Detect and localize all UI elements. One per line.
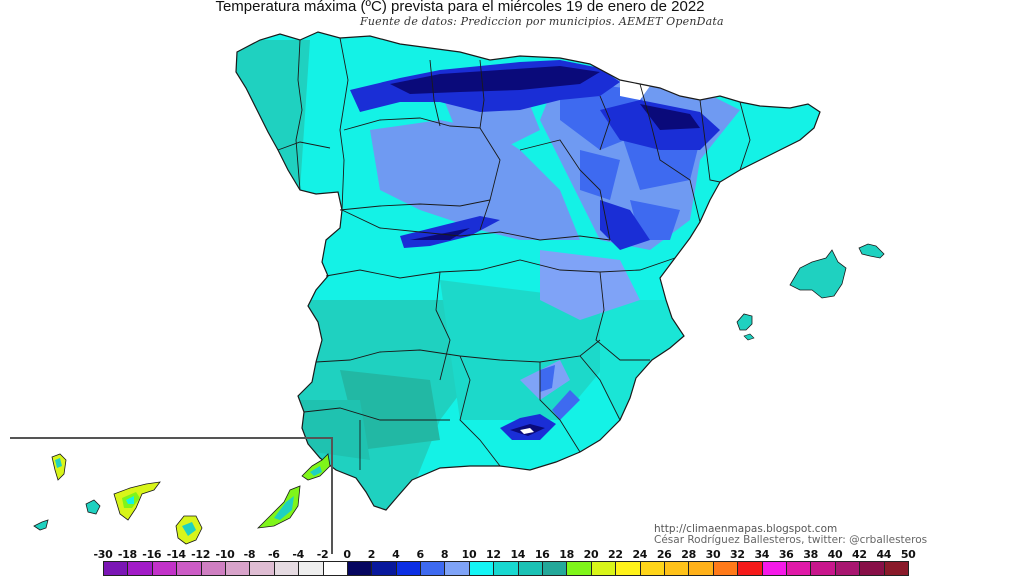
legend-label: -8 [243,548,256,561]
legend-swatch [250,562,275,575]
legend-swatch [567,562,592,575]
legend-swatch [445,562,470,575]
legend-label: 22 [608,548,623,561]
legend-label: 6 [416,548,425,561]
legend-swatch [664,562,690,575]
legend-swatch [201,562,226,575]
legend-swatch [104,562,129,575]
legend-label: 2 [367,548,376,561]
title-text: Temperatura máxima (ºC) prevista para el… [215,0,705,15]
mallorca [789,249,847,299]
blog-url[interactable]: http://climaenmapas.blogspot.com [654,523,838,535]
legend-swatch [689,562,714,575]
legend-swatch [396,562,422,575]
legend-label: 38 [803,548,818,561]
legend-label: -30 [93,548,113,561]
legend-label: -12 [191,548,211,561]
peninsula-coastline [235,31,821,511]
la-gomera [85,499,101,515]
legend-swatch [738,562,763,575]
legend-swatch [421,562,446,575]
legend-swatch [543,562,568,575]
legend-swatch [323,562,348,575]
legend-label: 16 [534,548,550,561]
el-hierro [33,519,49,531]
page-title: Temperatura máxima (ºC) prevista para el… [0,0,920,15]
legend-label: -4 [292,548,304,561]
legend-swatch [347,562,373,575]
legend-swatch [152,562,178,575]
ibiza [736,313,753,331]
legend-label: 8 [440,548,449,561]
legend-label: 40 [827,548,843,561]
legend-swatch [518,562,544,575]
legend-swatch [128,562,153,575]
legend-swatch [811,562,836,575]
author-credit: César Rodríguez Ballesteros, twitter: @c… [654,534,928,546]
legend-label: 20 [583,548,599,561]
legend-swatch [469,562,495,575]
legend-label: 4 [392,548,400,561]
legend-label: -6 [267,548,280,561]
legend-swatch [177,562,202,575]
legend-label: 10 [461,548,477,561]
province-borders [277,37,751,470]
temperature-legend: -30 -18 -16 -14 -12 -10 -8 -6 -4 -2 0 2 4 6 8 10 12 14 16 1… [94,548,916,576]
balearic-islands [736,243,885,341]
legend-label: 32 [730,548,745,561]
legend-swatch [225,562,251,575]
legend-swatch [835,562,861,575]
legend-label: -18 [117,548,137,561]
legend-label: 44 [876,548,892,561]
legend-swatch [762,562,787,575]
menorca [858,243,885,259]
legend-color-scale [103,561,909,576]
legend-swatch [299,562,324,575]
legend-label: 34 [754,548,770,561]
data-source-subtitle: Fuente de datos: Prediccion por municipi… [360,15,724,28]
legend-label: 24 [632,548,648,561]
legend-label: 12 [486,548,501,561]
legend-swatch [372,562,397,575]
legend-swatch [786,562,812,575]
legend-label: 50 [900,548,916,561]
legend-swatch [274,562,300,575]
legend-label: 14 [510,548,526,561]
legend-label: 26 [656,548,672,561]
legend-label: 42 [852,548,867,561]
legend-label: 36 [778,548,794,561]
legend-label: 30 [705,548,721,561]
legend-swatch [640,562,665,575]
legend-label: -16 [142,548,162,561]
legend-label: -14 [166,548,186,561]
legend-label: 28 [681,548,696,561]
legend-label: -10 [215,548,235,561]
legend-swatch [494,562,519,575]
legend-swatch [713,562,739,575]
legend-label: 18 [559,548,574,561]
fuerteventura [256,485,301,529]
legend-swatch [860,562,885,575]
legend-swatch [591,562,617,575]
legend-labels: -30 -18 -16 -14 -12 -10 -8 -6 -4 -2 0 2 4 6 8 10 12 14 16 1… [94,548,916,561]
formentera [743,333,755,341]
lanzarote [301,453,331,481]
canary-islands-inset-frame [10,437,333,554]
legend-label: 0 [343,548,351,561]
credits: http://climaenmapas.blogspot.com César R… [654,524,927,546]
canary-islands [33,453,331,545]
legend-swatch [884,562,908,575]
legend-label: -2 [316,548,329,561]
legend-swatch [616,562,641,575]
